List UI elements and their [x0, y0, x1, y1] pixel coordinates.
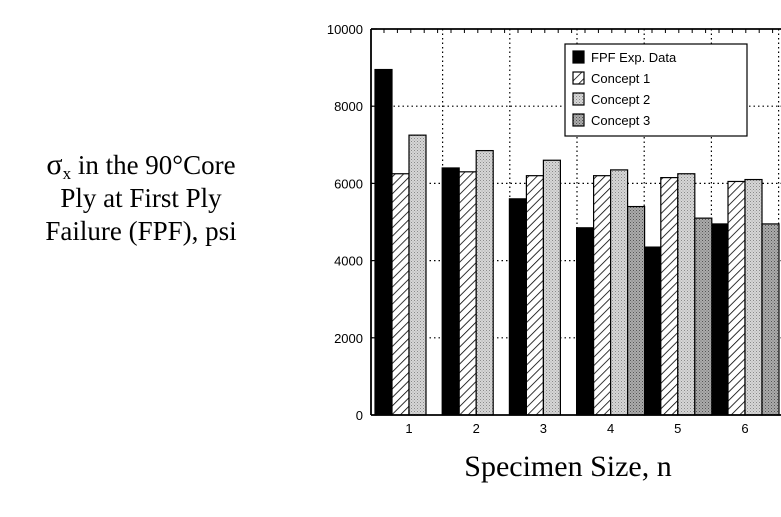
- bar-fpf-exp-data-4: [575, 227, 595, 416]
- bar-concept-2-1: [408, 134, 427, 416]
- bar-concept-2-5: [677, 173, 696, 416]
- legend-swatch: [572, 113, 585, 127]
- y-tick-label: 2000: [334, 331, 363, 346]
- y-axis-label: σx in the 90°Core Ply at First Ply Failu…: [45, 148, 237, 246]
- bar-concept-2-6: [744, 178, 763, 416]
- bar-concept-2-4: [609, 169, 629, 416]
- x-tick-label: 1: [405, 421, 412, 436]
- legend-box: [564, 43, 748, 137]
- x-axis-label: Specimen Size, n: [464, 450, 672, 483]
- legend-label: Concept 3: [591, 113, 650, 128]
- bar-fpf-exp-data-6: [710, 223, 729, 416]
- bar-concept-3-4: [626, 205, 646, 416]
- x-tick-label: 5: [674, 421, 681, 436]
- bar-concept-1-6: [727, 180, 746, 416]
- x-tick-label: 2: [473, 421, 480, 436]
- legend: FPF Exp. Data Concept 1 Concept 2 Concept 3: [564, 43, 748, 137]
- bar-concept-2-2: [475, 149, 494, 416]
- x-tick-label: 3: [540, 421, 547, 436]
- legend-swatch: [572, 50, 585, 64]
- legend-label: FPF Exp. Data: [591, 50, 677, 65]
- bar-fpf-exp-data-3: [508, 198, 527, 416]
- legend-swatch: [572, 71, 585, 85]
- y-tick-label: 8000: [334, 99, 363, 114]
- y-tick-label: 6000: [334, 176, 363, 191]
- legend-label: Concept 1: [591, 71, 650, 86]
- bars: [374, 68, 780, 416]
- y-tick-label: 0: [356, 408, 363, 423]
- bar-concept-1-3: [525, 175, 545, 416]
- bar-fpf-exp-data-1: [374, 68, 393, 416]
- x-tick-label: 6: [741, 421, 748, 436]
- legend-swatch: [572, 92, 585, 106]
- y-tick-label: 4000: [334, 254, 363, 269]
- bar-concept-1-4: [592, 175, 612, 416]
- y-tick-label: 10000: [327, 22, 363, 37]
- bar-concept-1-2: [458, 171, 477, 416]
- axes: 0 2000 4000 6000 8000 10000 1 2 3 4 5 6: [327, 22, 781, 436]
- bar-concept-3-6: [761, 223, 780, 416]
- bar-fpf-exp-data-5: [643, 246, 662, 416]
- bar-fpf-exp-data-2: [441, 167, 460, 416]
- bar-concept-1-5: [660, 177, 679, 416]
- bar-concept-2-3: [542, 159, 562, 416]
- x-tick-label: 4: [607, 421, 614, 436]
- bar-concept-1-1: [391, 173, 410, 416]
- legend-label: Concept 2: [591, 92, 650, 107]
- bar-concept-3-5: [694, 217, 713, 416]
